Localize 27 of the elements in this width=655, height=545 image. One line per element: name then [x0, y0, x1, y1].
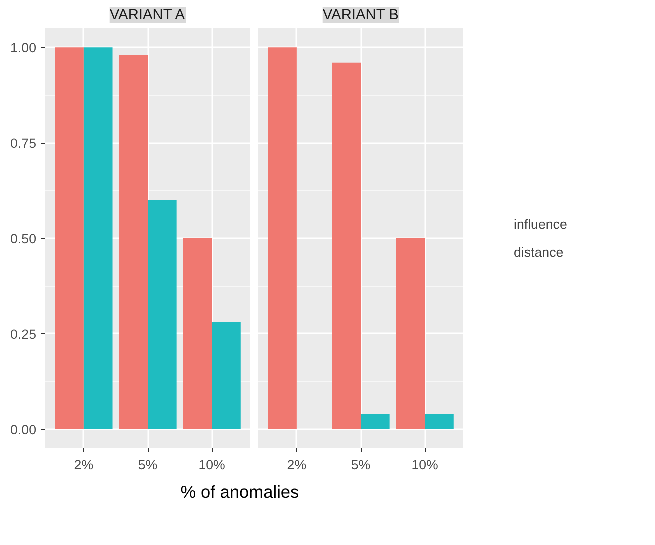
y-tick-label: 0.25 [10, 326, 37, 342]
y-tick-label: 0.00 [10, 422, 37, 438]
x-axis-title: % of anomalies [180, 481, 300, 504]
bar [55, 48, 84, 430]
y-tick-label: 1.00 [10, 40, 37, 56]
y-tick-label: 0.75 [10, 136, 37, 152]
bar [425, 414, 454, 430]
bar [361, 414, 390, 430]
bar [212, 322, 241, 430]
bar [332, 62, 361, 430]
bar [84, 48, 113, 430]
text: influence [514, 216, 568, 232]
chart-title: VARIANT A [110, 8, 186, 24]
bar [396, 238, 426, 430]
x-tick-label: 10% [412, 458, 439, 472]
x-tick-label: 10% [198, 458, 226, 472]
x-tick-label: 5% [138, 458, 158, 472]
bar [183, 238, 212, 430]
x-tick-label: 5% [351, 458, 371, 472]
bar [119, 55, 148, 430]
bar [268, 48, 297, 430]
y-tick-label: 0.50 [10, 232, 37, 246]
bar [148, 200, 177, 430]
chart-title: VARIANT B [322, 8, 399, 24]
text: distance [514, 244, 564, 260]
x-tick-label: 2% [287, 458, 307, 472]
x-tick-label: 2% [74, 458, 94, 472]
